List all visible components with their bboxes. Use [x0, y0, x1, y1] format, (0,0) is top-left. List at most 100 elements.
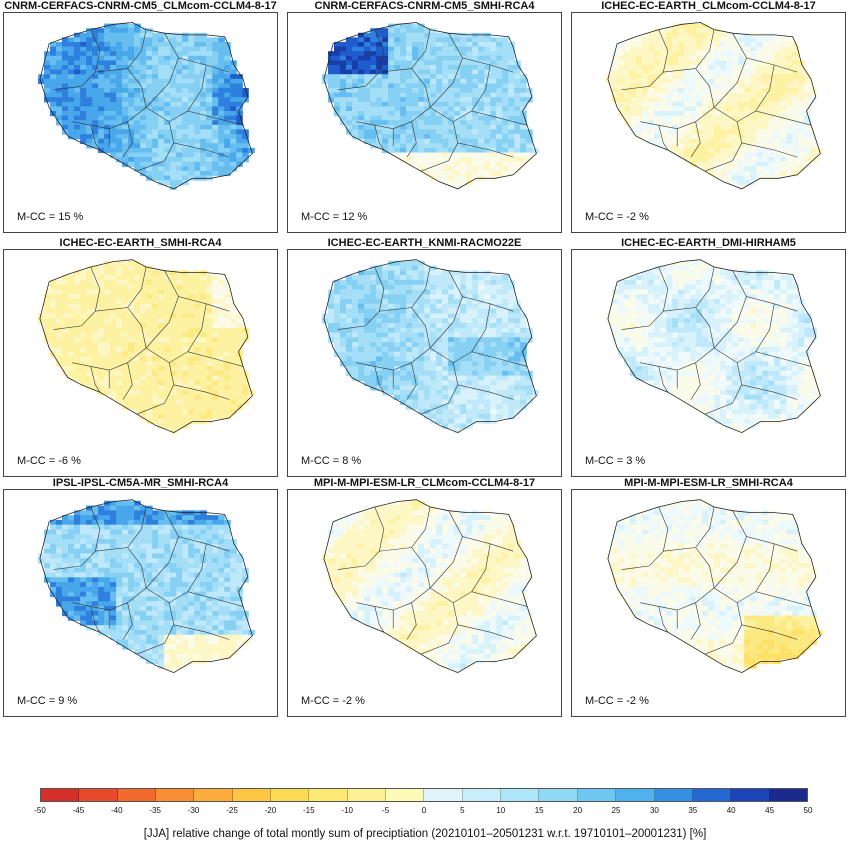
poland-map: [322, 499, 539, 674]
region-border: [145, 536, 179, 589]
map-panel-4: ICHEC-EC-EARTH_SMHI-RCA4 M-CC = -6 %: [3, 237, 278, 477]
country-outline: [607, 22, 821, 190]
region-border: [122, 602, 133, 640]
mcc-label: M-CC = 12 %: [301, 211, 368, 223]
region-border: [741, 384, 798, 400]
precip-change-field: [606, 260, 823, 434]
colorbar-tick-label: -35: [149, 806, 161, 815]
map-frame: [3, 489, 278, 717]
region-border: [621, 266, 669, 330]
region-border: [420, 602, 459, 655]
precip-change-field: [322, 500, 539, 674]
colorbar-bin: [117, 789, 157, 801]
colorbar-bin: [692, 789, 732, 801]
colorbar-tick-label: -30: [187, 806, 200, 815]
region-border: [732, 33, 798, 73]
region-border: [471, 351, 528, 367]
colorbar-tick-label: -25: [226, 806, 238, 815]
region-border: [406, 362, 417, 400]
poland-map: [38, 499, 255, 674]
region-border: [448, 270, 514, 312]
region-border: [145, 57, 179, 108]
panel-title: MPI-M-MPI-ESM-LR_SMHI-RCA4: [624, 477, 793, 489]
colorbar-tick-label: -50: [34, 806, 46, 815]
region-border: [658, 366, 669, 393]
colorbar-bins: [40, 788, 808, 802]
colorbar-tick-label: -15: [303, 806, 315, 815]
region-border: [90, 606, 101, 633]
region-border: [90, 125, 101, 151]
colorbar-tick-label: -20: [264, 806, 277, 815]
country-outline: [607, 499, 821, 674]
colorbar-bin: [156, 789, 195, 801]
colorbar-bin: [41, 789, 80, 801]
colorbar-tick-label: 0: [421, 806, 427, 815]
colorbar-bin: [462, 789, 502, 801]
colorbar-bin: [271, 789, 310, 801]
map-frame: [287, 489, 562, 717]
colorbar-bin: [79, 789, 118, 801]
region-border: [374, 366, 385, 393]
colorbar-tick-label: 45: [765, 806, 775, 815]
panel-title: MPI-M-MPI-ESM-LR_CLMcom-CCLM4-8-17: [313, 477, 536, 489]
precip-change-field: [322, 260, 539, 434]
map-panel-7: IPSL-IPSL-CM5A-MR_SMHI-RCA4 M-CC = 9 %: [3, 477, 278, 717]
map-panel-5: ICHEC-EC-EARTH_KNMI-RACMO22E M-CC = 8 %: [287, 237, 562, 477]
region-border: [690, 602, 701, 640]
region-border: [704, 602, 743, 655]
region-border: [136, 362, 175, 415]
region-border: [420, 362, 459, 415]
poland-map: [606, 22, 823, 190]
region-border: [690, 121, 701, 158]
region-border: [713, 536, 747, 589]
region-border: [379, 266, 431, 312]
region-border: [187, 591, 244, 607]
colorbar-bin: [386, 789, 425, 801]
region-border: [374, 125, 385, 151]
region-border: [658, 125, 669, 151]
colorbar-bin: [769, 789, 807, 801]
mcc-label: M-CC = -2 %: [585, 211, 649, 223]
region-border: [732, 510, 798, 552]
precip-change-field: [38, 23, 255, 190]
map-panel-2: CNRM-CERFACS-CNRM-CM5_SMHI-RCA4 M-CC = 1…: [287, 0, 562, 233]
colorbar-tick-label: 5: [460, 806, 465, 815]
mcc-label: M-CC = 3 %: [585, 455, 646, 467]
panel-title: ICHEC-EC-EARTH_DMI-HIRHAM5: [621, 237, 796, 249]
poland-map: [38, 22, 255, 190]
colorbar-bin: [232, 789, 272, 801]
region-border: [457, 624, 514, 640]
region-border: [53, 506, 101, 570]
region-border: [663, 506, 715, 552]
region-border: [379, 29, 431, 73]
region-border: [406, 121, 417, 158]
region-border: [53, 266, 101, 330]
region-border: [704, 121, 743, 172]
precip-change-field: [38, 500, 255, 674]
colorbar-label: [JJA] relative change of total montly su…: [143, 828, 707, 840]
country-outline: [39, 499, 253, 674]
country-outline: [39, 259, 253, 434]
poland-map: [322, 22, 539, 190]
region-border: [732, 270, 798, 312]
region-border: [337, 266, 385, 330]
colorbar-bin: [654, 789, 693, 801]
map-frame: [287, 12, 562, 233]
mcc-label: M-CC = 8 %: [301, 455, 362, 467]
region-border: [755, 351, 812, 367]
poland-map: [606, 259, 823, 434]
colorbar-tick-label: 35: [688, 806, 698, 815]
colorbar-bin: [577, 789, 617, 801]
region-border: [379, 506, 431, 552]
region-border: [337, 29, 385, 91]
colorbar-tick-label: -40: [111, 806, 123, 815]
region-border: [471, 110, 528, 126]
colorbar-bin: [309, 789, 348, 801]
poland-map: [322, 259, 539, 434]
colorbar-tick-label: 40: [726, 806, 736, 815]
panel-title: CNRM-CERFACS-CNRM-CM5_SMHI-RCA4: [314, 0, 535, 12]
region-border: [429, 57, 463, 108]
mcc-label: M-CC = 15 %: [17, 211, 84, 223]
mcc-label: M-CC = -2 %: [585, 695, 649, 707]
map-panel-8: MPI-M-MPI-ESM-LR_CLMcom-CCLM4-8-17 M-CC …: [287, 477, 562, 717]
